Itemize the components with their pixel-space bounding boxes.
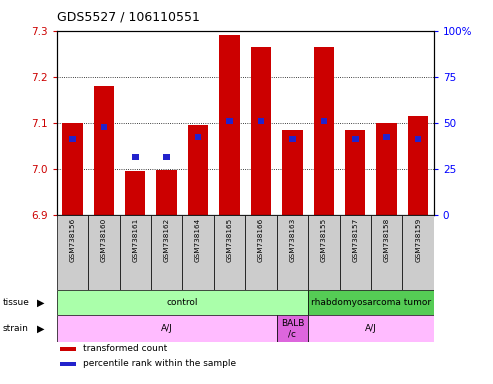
FancyBboxPatch shape	[57, 215, 88, 290]
Bar	[258, 118, 264, 124]
Bar	[314, 47, 334, 215]
FancyBboxPatch shape	[57, 315, 277, 342]
Bar	[94, 86, 114, 215]
FancyBboxPatch shape	[277, 215, 308, 290]
Bar	[195, 134, 202, 140]
FancyBboxPatch shape	[245, 215, 277, 290]
FancyBboxPatch shape	[371, 215, 402, 290]
FancyBboxPatch shape	[151, 215, 182, 290]
Text: ▶: ▶	[37, 323, 44, 333]
Text: GSM738164: GSM738164	[195, 217, 201, 262]
Text: tissue: tissue	[2, 298, 30, 307]
FancyBboxPatch shape	[182, 215, 214, 290]
Bar	[61, 347, 75, 351]
Bar	[163, 154, 170, 161]
Text: GDS5527 / 106110551: GDS5527 / 106110551	[57, 10, 200, 23]
FancyBboxPatch shape	[308, 315, 434, 342]
Bar	[289, 136, 296, 142]
Bar	[251, 47, 271, 215]
Text: GSM738162: GSM738162	[164, 217, 170, 262]
Text: A/J: A/J	[365, 324, 377, 333]
Text: GSM738159: GSM738159	[415, 217, 421, 262]
Text: GSM738158: GSM738158	[384, 217, 389, 262]
Text: GSM738160: GSM738160	[101, 217, 107, 262]
Bar	[352, 136, 358, 142]
Bar	[156, 170, 177, 215]
Bar	[415, 136, 422, 142]
Text: ▶: ▶	[37, 297, 44, 308]
Bar	[61, 362, 75, 366]
Bar	[226, 118, 233, 124]
Bar	[384, 134, 390, 140]
Text: strain: strain	[2, 324, 28, 333]
Text: GSM738156: GSM738156	[70, 217, 75, 262]
Text: GSM738166: GSM738166	[258, 217, 264, 262]
FancyBboxPatch shape	[308, 290, 434, 315]
Text: GSM738163: GSM738163	[289, 217, 295, 262]
Bar	[125, 171, 145, 215]
FancyBboxPatch shape	[340, 215, 371, 290]
Bar	[320, 118, 327, 124]
Text: control: control	[167, 298, 198, 307]
Bar	[408, 116, 428, 215]
Bar	[219, 35, 240, 215]
Text: A/J: A/J	[161, 324, 173, 333]
FancyBboxPatch shape	[57, 290, 308, 315]
Bar	[282, 130, 303, 215]
Bar	[101, 124, 107, 131]
Text: GSM738161: GSM738161	[132, 217, 138, 262]
FancyBboxPatch shape	[119, 215, 151, 290]
FancyBboxPatch shape	[88, 215, 119, 290]
Bar	[132, 154, 139, 161]
Text: GSM738157: GSM738157	[352, 217, 358, 262]
Bar	[69, 136, 76, 142]
FancyBboxPatch shape	[277, 315, 308, 342]
Bar	[188, 125, 209, 215]
Text: percentile rank within the sample: percentile rank within the sample	[83, 359, 236, 368]
Bar	[345, 130, 365, 215]
Bar	[377, 123, 397, 215]
FancyBboxPatch shape	[308, 215, 340, 290]
Text: rhabdomyosarcoma tumor: rhabdomyosarcoma tumor	[311, 298, 431, 307]
Text: transformed count: transformed count	[83, 344, 167, 353]
Text: GSM738165: GSM738165	[227, 217, 233, 262]
Text: GSM738155: GSM738155	[321, 217, 327, 262]
FancyBboxPatch shape	[214, 215, 245, 290]
Text: BALB
/c: BALB /c	[281, 319, 304, 338]
FancyBboxPatch shape	[402, 215, 434, 290]
Bar	[62, 123, 83, 215]
